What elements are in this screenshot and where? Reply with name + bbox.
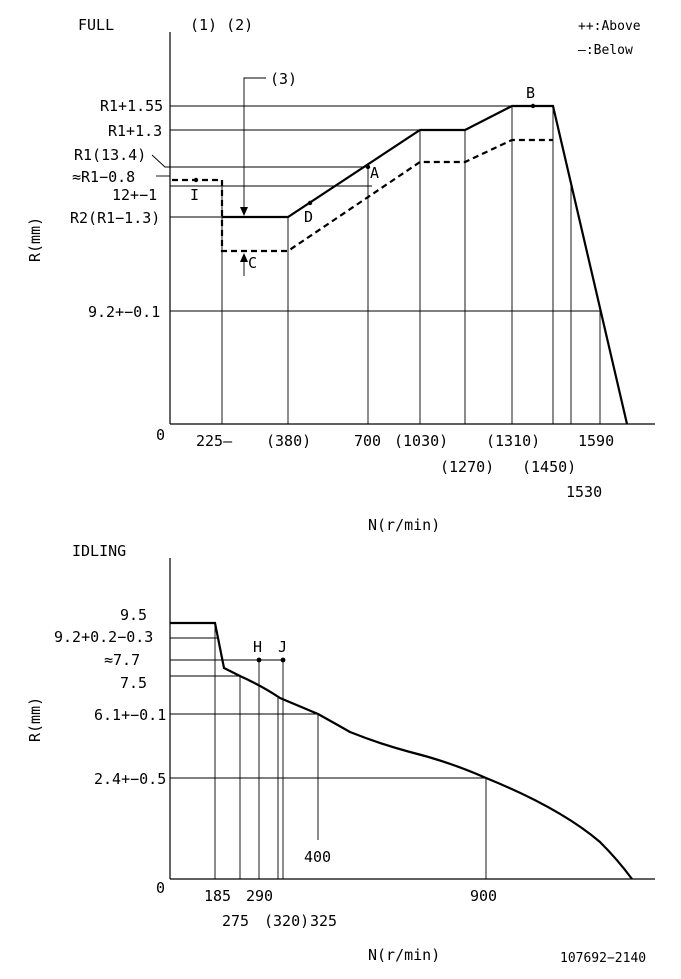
point-h-marker [256,657,262,663]
note-3-leader [243,77,266,207]
note-3: (3) [270,70,297,88]
idling-x-axis-label: N(r/min) [368,946,440,964]
full-xlabel-380: (380) [266,432,311,450]
full-ylabel-12: 12+−1 [112,186,157,204]
idling-title: IDLING [72,542,126,560]
point-i-marker [193,177,199,183]
idling-curve [170,621,633,880]
idling-ylabel-77: ≈7.7 [104,651,140,669]
full-xlabel-1530: 1530 [566,483,602,501]
point-b-marker [530,103,536,109]
full-ylabel-r1-155: R1+1.55 [100,97,163,115]
idling-xlabel-185: 185 [204,887,231,905]
full-xlabel-1450: (1450) [522,458,576,476]
point-a-label: A [370,164,379,182]
idling-ylabel-95: 9.5 [120,606,147,624]
full-curve-solid [222,104,629,425]
full-origin: 0 [156,426,165,444]
full-x-axis-label: N(r/min) [368,516,440,534]
legend-above: ++:Above [578,19,641,34]
full-xlabel-1030: (1030) [394,432,448,450]
point-j-marker [280,657,286,663]
document-number: 107692−2140 [560,951,646,966]
legend-below: —:Below [578,43,633,58]
full-xlabel-225: 225— [196,432,233,450]
idling-xlabel-275: 275 [222,912,249,930]
point-h-label: H [253,638,262,656]
idling-xlabel-290: 290 [246,887,273,905]
idling-chart: IDLING 0 R(mm) N(r/min) 9.5 9.2+0.2−0.3 … [26,542,655,964]
full-ylabel-r1-08: ≈R1−0.8 [72,168,135,186]
idling-ylabel-92: 9.2+0.2−0.3 [54,628,153,646]
full-xlabel-1310: (1310) [486,432,540,450]
full-curve-dashed [172,138,553,253]
point-d-marker [307,200,313,206]
idling-ylabel-61: 6.1+−0.1 [94,706,166,724]
full-y-axis-label: R(mm) [26,217,44,262]
full-ylabel-r2: R2(R1−1.3) [70,209,160,227]
point-d-label: D [304,208,313,226]
idling-xlabel-320: (320) [264,912,309,930]
idling-xlabel-900: 900 [470,887,497,905]
full-xlabel-1590: 1590 [578,432,614,450]
idling-ylabel-24: 2.4+−0.5 [94,770,166,788]
full-xlabel-700: 700 [354,432,381,450]
full-ylabel-r1-13: R1+1.3 [108,122,162,140]
full-title: FULL [78,16,114,34]
idling-y-axis-label: R(mm) [26,697,44,742]
point-i-label: I [190,186,199,204]
idling-xlabel-325: 325 [310,912,337,930]
full-xlabel-1270: (1270) [440,458,494,476]
full-chart: FULL (1) (2) ++:Above —:Below 0 R(mm) N(… [26,16,655,534]
full-notes-1-2: (1) (2) [190,16,253,34]
idling-ylabel-75: 7.5 [120,674,147,692]
full-ylabel-r1: R1(13.4) [74,146,146,164]
point-b-label: B [526,84,535,102]
idling-xlabel-400: 400 [304,848,331,866]
point-j-label: J [278,638,287,656]
point-a-marker [365,164,371,170]
point-c-label: C [248,254,257,272]
full-ylabel-92: 9.2+−0.1 [88,303,160,321]
idling-origin: 0 [156,879,165,897]
